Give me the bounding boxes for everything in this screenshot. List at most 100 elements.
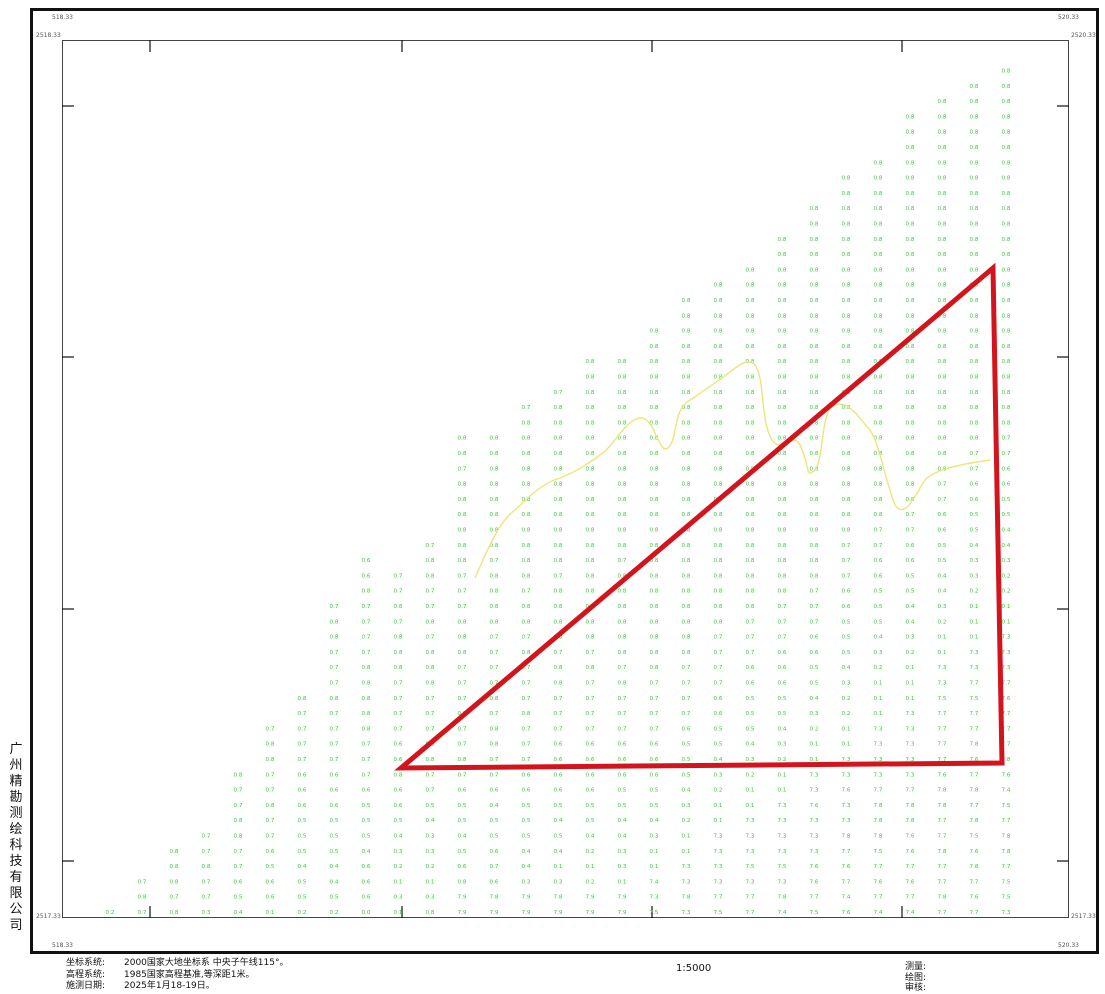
depth-sounding: 7.9 [458, 895, 467, 901]
depth-sounding: 7.7 [938, 726, 947, 732]
depth-sounding: 0.6 [906, 543, 915, 549]
check-staff-label: 审核: [905, 983, 927, 993]
depth-sounding: 0.5 [362, 818, 371, 824]
depth-sounding: 0.4 [618, 834, 627, 840]
depth-sounding: 0.8 [682, 390, 691, 396]
depth-sounding: 0.5 [522, 818, 531, 824]
depth-sounding: 0.5 [714, 742, 723, 748]
depth-sounding: 0.8 [554, 451, 563, 457]
depth-sounding: 0.5 [810, 665, 819, 671]
depth-sounding: 0.5 [490, 818, 499, 824]
depth-sounding: 0.4 [1002, 528, 1011, 534]
depth-sounding: 7.7 [1002, 864, 1011, 870]
draw-staff-label: 绘图: [905, 972, 927, 983]
depth-sounding: 0.7 [650, 726, 659, 732]
depth-sounding: 0.8 [842, 252, 851, 258]
depth-sounding: 0.8 [906, 237, 915, 243]
depth-sounding: 0.8 [650, 405, 659, 411]
depth-sounding: 0.6 [362, 573, 371, 579]
depth-sounding: 0.8 [650, 359, 659, 365]
depth-sounding: 0.7 [330, 650, 339, 656]
depth-sounding: 0.6 [490, 879, 499, 885]
depth-sounding: 0.8 [714, 558, 723, 564]
depth-sounding: 0.8 [938, 283, 947, 289]
depth-sounding: 0.8 [554, 558, 563, 564]
depth-sounding: 0.3 [970, 573, 979, 579]
depth-sounding: 7.5 [970, 696, 979, 702]
depth-sounding: 0.8 [618, 604, 627, 610]
depth-sounding: 7.9 [586, 895, 595, 901]
depth-sounding: 0.8 [842, 237, 851, 243]
depth-sounding: 0.6 [810, 635, 819, 641]
depth-sounding: 0.8 [778, 589, 787, 595]
depth-sounding: 0.7 [458, 665, 467, 671]
depth-sounding: 0.6 [554, 772, 563, 778]
depth-sounding: 0.7 [138, 910, 147, 916]
depth-sounding: 7.7 [938, 757, 947, 763]
depth-sounding: 0.8 [490, 466, 499, 472]
depth-sounding: 0.6 [586, 757, 595, 763]
depth-sounding: 0.6 [906, 558, 915, 564]
depth-sounding: 0.5 [330, 849, 339, 855]
depth-sounding: 0.8 [586, 512, 595, 518]
depth-sounding: 0.7 [490, 711, 499, 717]
depth-sounding: 0.8 [650, 512, 659, 518]
depth-sounding: 7.7 [1002, 711, 1011, 717]
depth-sounding: 0.8 [714, 329, 723, 335]
depth-sounding: 0.6 [394, 742, 403, 748]
depth-sounding: 0.2 [330, 910, 339, 916]
depth-sounding: 0.7 [362, 650, 371, 656]
depth-sounding: 7.7 [970, 726, 979, 732]
depth-sounding: 0.8 [938, 359, 947, 365]
depth-sounding: 0.8 [970, 252, 979, 258]
depth-sounding: 0.7 [906, 512, 915, 518]
depth-sounding: 7.7 [810, 895, 819, 901]
depth-sounding: 0.4 [938, 573, 947, 579]
depth-sounding: 7.7 [970, 910, 979, 916]
depth-sounding: 0.1 [842, 726, 851, 732]
depth-sounding: 0.8 [522, 573, 531, 579]
depth-sounding: 0.8 [810, 359, 819, 365]
depth-sounding: 7.7 [746, 895, 755, 901]
depth-sounding: 0.7 [522, 696, 531, 702]
depth-sounding: 0.4 [330, 879, 339, 885]
depth-sounding: 0.1 [682, 849, 691, 855]
depth-sounding: 0.8 [426, 619, 435, 625]
depth-sounding: 0.5 [330, 818, 339, 824]
depth-sounding: 7.8 [906, 803, 915, 809]
depth-sounding: 0.6 [714, 696, 723, 702]
depth-sounding: 0.8 [778, 466, 787, 472]
depth-sounding: 0.8 [778, 283, 787, 289]
depth-sounding: 0.5 [938, 558, 947, 564]
depth-sounding: 0.1 [682, 834, 691, 840]
depth-sounding: 0.8 [362, 665, 371, 671]
depth-sounding: 7.3 [874, 742, 883, 748]
depth-sounding: 0.8 [906, 206, 915, 212]
depth-sounding: 0.8 [778, 482, 787, 488]
depth-sounding: 0.7 [458, 589, 467, 595]
depth-sounding: 0.8 [650, 635, 659, 641]
depth-sounding: 7.6 [1002, 696, 1011, 702]
depth-sounding: 0.8 [170, 864, 179, 870]
depth-sounding: 0.8 [970, 405, 979, 411]
depth-sounding: 0.5 [746, 726, 755, 732]
depth-sounding: 0.5 [586, 803, 595, 809]
depth-sounding: 0.3 [1002, 558, 1011, 564]
depth-sounding: 7.8 [938, 895, 947, 901]
depth-sounding: 0.8 [810, 344, 819, 350]
depth-sounding: 0.8 [938, 222, 947, 228]
depth-sounding: 0.8 [842, 191, 851, 197]
coord-label: 坐标系统: [66, 958, 106, 968]
depth-sounding: 0.7 [362, 772, 371, 778]
depth-sounding: 0.8 [810, 497, 819, 503]
depth-sounding: 0.8 [938, 344, 947, 350]
depth-sounding: 0.7 [362, 619, 371, 625]
depth-sounding: 0.8 [394, 772, 403, 778]
depth-sounding: 0.8 [778, 543, 787, 549]
depth-sounding: 7.3 [746, 879, 755, 885]
depth-sounding: 0.5 [298, 834, 307, 840]
depth-sounding: 0.6 [746, 665, 755, 671]
depth-sounding: 0.8 [970, 267, 979, 273]
depth-sounding: 0.8 [650, 589, 659, 595]
depth-sounding: 7.7 [874, 864, 883, 870]
